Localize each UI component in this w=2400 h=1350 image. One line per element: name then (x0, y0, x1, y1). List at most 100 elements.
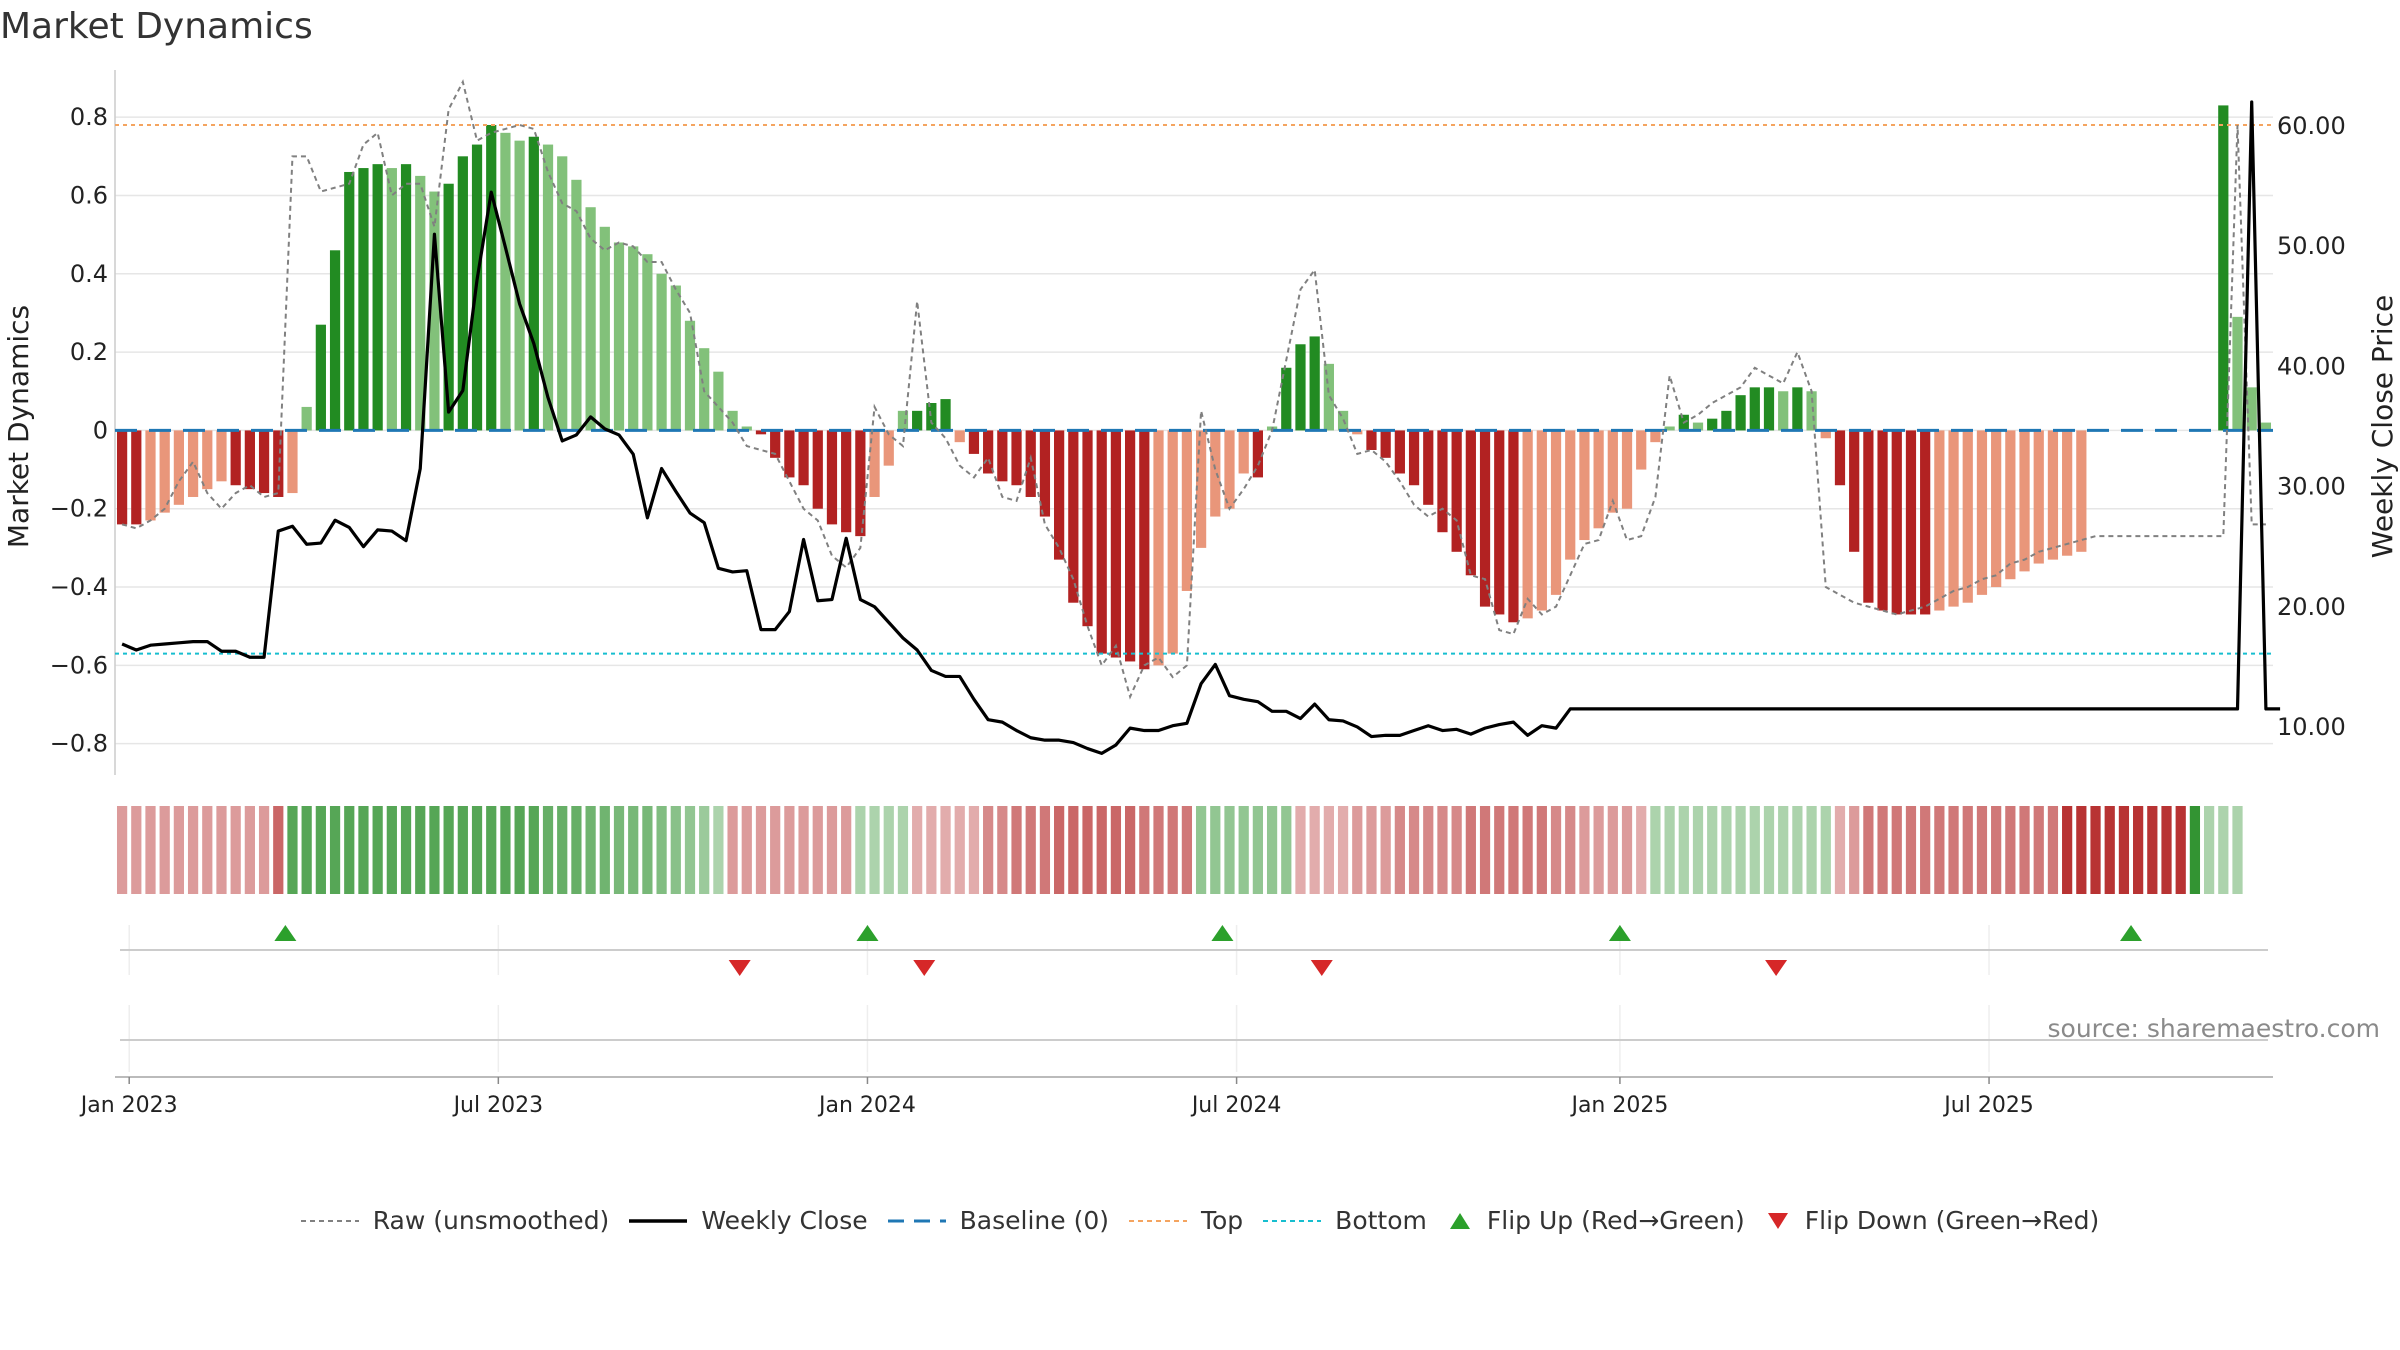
bar (1068, 430, 1079, 603)
heat-cell (2232, 806, 2243, 894)
bar (1664, 426, 1675, 431)
bar (1891, 430, 1902, 615)
heat-cell (926, 806, 937, 894)
heat-cell (1934, 806, 1945, 894)
heat-cell (2147, 806, 2158, 894)
bar (1295, 344, 1306, 431)
heat-cell (1139, 806, 1150, 894)
y-tick-label: −0.4 (50, 573, 108, 601)
heat-cell (1863, 806, 1874, 894)
flip-up-marker (274, 925, 297, 941)
legend-swatch (629, 1218, 688, 1223)
legend-item: Baseline (0) (887, 1206, 1109, 1235)
bar (855, 430, 866, 537)
bar (1792, 387, 1803, 431)
bar (1380, 430, 1391, 458)
bar (869, 430, 880, 497)
bar (1863, 430, 1874, 603)
legend-swatch (1767, 1212, 1788, 1229)
bar (1778, 391, 1789, 431)
bar (613, 242, 625, 431)
bar (344, 171, 355, 431)
x-tick-label: Jan 2025 (1569, 1093, 1668, 1118)
heat-cell (1905, 806, 1917, 894)
heat-cell (1621, 806, 1633, 894)
bar (1579, 430, 1590, 541)
bar (1011, 430, 1022, 486)
heat-cell (1252, 806, 1263, 894)
heat-cell (2019, 806, 2030, 894)
heat-cell (699, 806, 710, 894)
legend-swatch (1449, 1212, 1470, 1229)
bars-group (116, 105, 2272, 670)
heat-cell (415, 806, 426, 894)
y-axis-label: Market Dynamics (2, 305, 35, 548)
heat-cell (1522, 806, 1533, 894)
heat-cell (1352, 806, 1363, 894)
bar (841, 430, 852, 533)
heat-cell (2161, 806, 2172, 894)
bar (1593, 430, 1604, 529)
bar (116, 430, 128, 525)
heat-cell (1125, 806, 1136, 894)
heat-cell (500, 806, 511, 894)
bar (2019, 430, 2030, 572)
legend-swatch (300, 1219, 359, 1222)
bar (415, 175, 426, 431)
bar (1224, 430, 1235, 509)
heat-cell (684, 806, 696, 894)
heat-cell (1479, 806, 1491, 894)
heat-cell (1025, 806, 1036, 894)
heat-cell (116, 806, 128, 894)
heat-cell (244, 806, 255, 894)
bar (1309, 336, 1320, 431)
flip-markers-panel (120, 925, 2268, 1072)
legend-swatch (1128, 1219, 1187, 1222)
bar (1763, 387, 1775, 431)
heat-cell (2175, 806, 2186, 894)
bar (557, 156, 568, 431)
heat-cell (1721, 806, 1732, 894)
bar (1976, 430, 1988, 595)
heat-cell (968, 806, 980, 894)
bar (1536, 430, 1547, 611)
bar (514, 140, 525, 431)
bar (983, 430, 994, 474)
bar (713, 371, 724, 431)
bar (1550, 430, 1562, 595)
bar (1948, 430, 1959, 607)
heat-cell (628, 806, 639, 894)
bar (1749, 387, 1760, 431)
bar (1139, 430, 1150, 670)
bar (585, 207, 596, 431)
y2-tick-label: 50.00 (2277, 232, 2346, 260)
bar (1125, 430, 1136, 662)
heat-cell (770, 806, 781, 894)
heat-cell (954, 806, 965, 894)
bar (1721, 410, 1732, 431)
heat-cell (514, 806, 525, 894)
heat-cell (1437, 806, 1448, 894)
heat-cell (812, 806, 823, 894)
heat-cell (1920, 806, 1931, 894)
bar (1323, 363, 1334, 431)
bar (173, 430, 184, 505)
bar (230, 430, 241, 486)
heat-cell (940, 806, 951, 894)
heat-cell (443, 806, 454, 894)
bar (1934, 430, 1945, 611)
bar (1479, 430, 1491, 607)
bar (897, 410, 909, 431)
legend-item: Raw (unsmoothed) (300, 1206, 609, 1235)
x-tick-label: Jul 2025 (1942, 1093, 2034, 1118)
heat-cell (1636, 806, 1647, 894)
chart-title: Market Dynamics (0, 6, 313, 47)
heat-cell (2218, 806, 2229, 894)
bar (1522, 430, 1533, 619)
bar (1167, 430, 1178, 654)
bar (1451, 430, 1462, 552)
heat-cell (557, 806, 568, 894)
bar (1849, 430, 1860, 552)
x-tick-label: Jan 2024 (817, 1093, 916, 1118)
bar (1039, 430, 1051, 517)
